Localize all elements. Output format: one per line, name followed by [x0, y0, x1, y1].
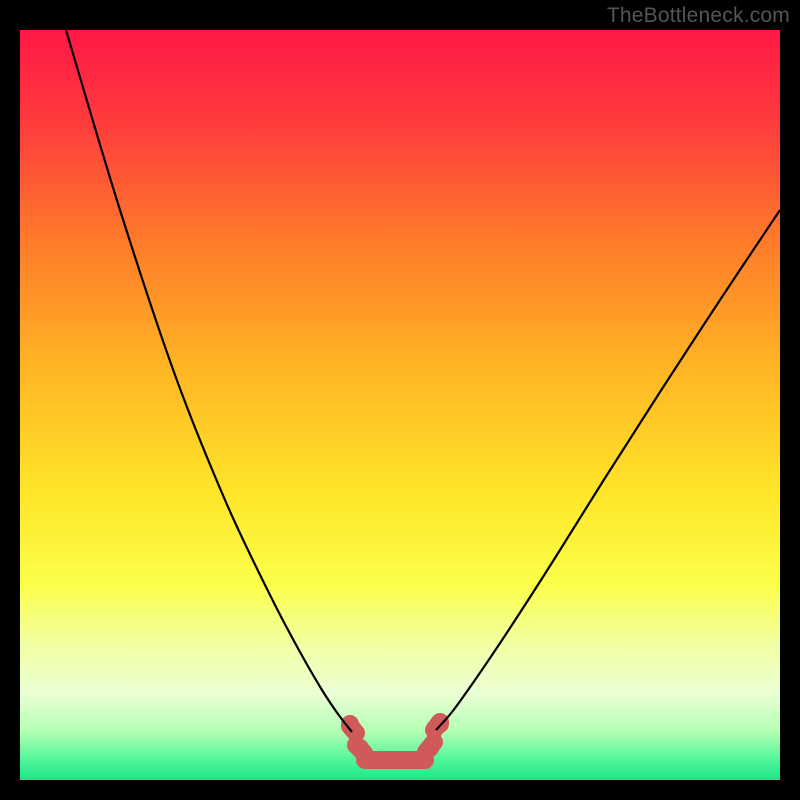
watermark-text: TheBottleneck.com — [607, 4, 790, 28]
plot-area-gradient — [20, 30, 780, 780]
valley-dot — [421, 739, 439, 757]
valley-dot — [351, 739, 369, 757]
bottleneck-chart — [0, 0, 800, 800]
